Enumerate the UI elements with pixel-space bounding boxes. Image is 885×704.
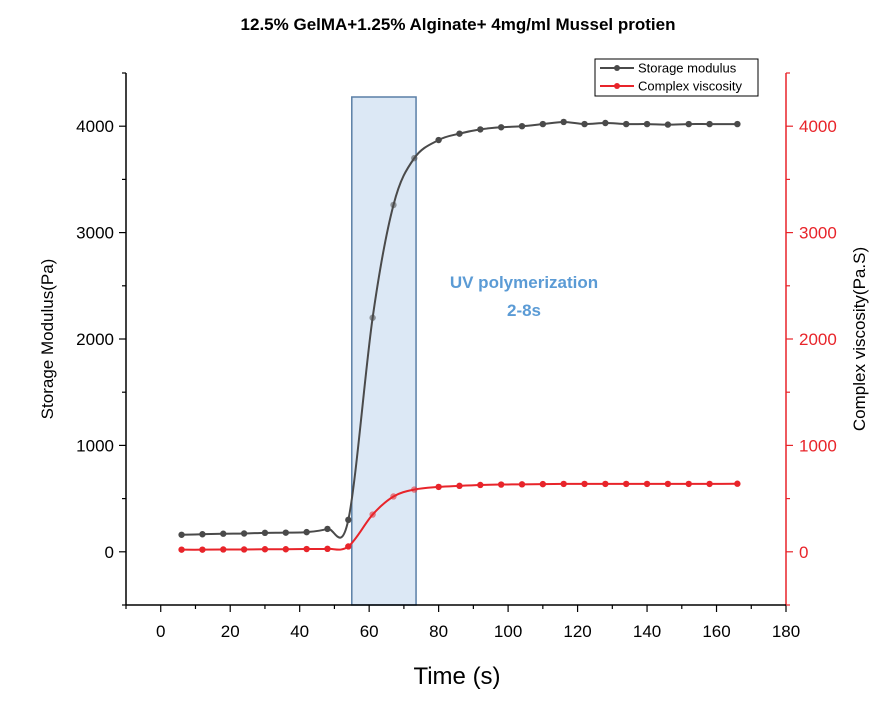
data-point-storage-modulus <box>220 530 227 537</box>
data-point-storage-modulus <box>685 120 692 128</box>
data-point-storage-modulus <box>240 530 248 537</box>
data-point-storage-modulus <box>664 121 672 128</box>
data-point-complex-viscosity <box>706 480 713 488</box>
x-tick-label: 100 <box>494 622 522 641</box>
data-point-storage-modulus <box>560 118 567 126</box>
y-tick-label: 3000 <box>76 224 114 243</box>
data-point-complex-viscosity <box>602 480 609 488</box>
legend-marker-complex-viscosity <box>614 83 620 89</box>
data-point-storage-modulus <box>539 120 547 128</box>
x-axis-title: Time (s) <box>413 663 500 690</box>
data-point-complex-viscosity <box>435 483 442 491</box>
y-tick-label: 1000 <box>76 436 114 455</box>
y-tick-label: 2000 <box>76 330 114 349</box>
data-point-storage-modulus <box>390 201 397 209</box>
data-point-complex-viscosity <box>477 481 484 489</box>
y-axis-title: Storage Modulus(Pa) <box>38 259 57 420</box>
data-point-complex-viscosity <box>240 546 248 553</box>
data-point-storage-modulus <box>261 529 269 537</box>
y-right-tick-label: 3000 <box>799 224 837 243</box>
y-right-tick-label: 4000 <box>799 117 837 136</box>
data-point-complex-viscosity <box>303 545 310 553</box>
data-point-complex-viscosity <box>539 480 547 488</box>
data-point-complex-viscosity <box>685 480 692 488</box>
y-right-axis-title: Complex viscosity(Pa.S) <box>850 247 869 431</box>
data-point-storage-modulus <box>734 120 741 128</box>
data-point-complex-viscosity <box>497 481 505 488</box>
series-line-storage-modulus <box>181 120 738 539</box>
data-point-storage-modulus <box>643 120 651 128</box>
plot-area: 0 20 40 60 80 100 120 140 160 180 0 1000 2000 3000 400… <box>76 58 837 641</box>
y-tick-label: 4000 <box>76 117 114 136</box>
highlight-region <box>351 96 417 606</box>
data-point-complex-viscosity <box>734 480 741 487</box>
data-point-complex-viscosity <box>220 546 227 553</box>
data-point-storage-modulus <box>303 528 310 536</box>
data-point-complex-viscosity <box>518 481 526 488</box>
data-point-storage-modulus <box>435 136 442 144</box>
legend: Storage modulus Complex viscosity <box>594 58 759 97</box>
x-tick-label: 20 <box>221 622 240 641</box>
data-point-storage-modulus <box>497 124 505 131</box>
data-point-complex-viscosity <box>623 480 630 488</box>
y-right-tick-label: 2000 <box>799 330 837 349</box>
data-point-storage-modulus <box>456 130 463 137</box>
chart-title: 12.5% GelMA+1.25% Alginate+ 4mg/ml Musse… <box>241 15 676 34</box>
x-tick-label: 160 <box>702 622 730 641</box>
data-point-storage-modulus <box>345 516 352 524</box>
y-right-tick-label: 0 <box>799 543 808 562</box>
data-point-storage-modulus <box>581 120 588 128</box>
data-point-complex-viscosity <box>199 546 206 553</box>
data-point-storage-modulus <box>324 525 331 533</box>
data-point-complex-viscosity <box>345 543 352 550</box>
data-point-storage-modulus <box>706 120 713 128</box>
data-point-storage-modulus <box>282 529 289 536</box>
data-point-storage-modulus <box>178 531 185 538</box>
data-point-complex-viscosity <box>324 545 331 553</box>
data-point-complex-viscosity <box>560 480 567 488</box>
data-point-storage-modulus <box>477 126 484 133</box>
data-point-complex-viscosity <box>261 546 269 553</box>
x-tick-label: 80 <box>429 622 448 641</box>
x-tick-label: 180 <box>772 622 800 641</box>
legend-box <box>594 58 759 97</box>
legend-marker-storage-modulus <box>614 65 620 71</box>
x-tick-label: 0 <box>156 622 165 641</box>
data-point-complex-viscosity <box>390 493 397 500</box>
data-point-storage-modulus <box>623 120 630 128</box>
data-point-complex-viscosity <box>178 546 185 553</box>
annotation-line-2: 2-8s <box>507 301 541 320</box>
y-tick-label: 0 <box>105 543 114 562</box>
data-point-storage-modulus <box>199 531 206 538</box>
data-point-complex-viscosity <box>643 480 651 488</box>
data-point-storage-modulus <box>369 314 376 321</box>
data-point-storage-modulus <box>602 119 609 127</box>
data-point-complex-viscosity <box>282 546 289 553</box>
x-tick-label: 60 <box>360 622 379 641</box>
annotation-line-1: UV polymerization <box>450 273 598 292</box>
data-point-complex-viscosity <box>369 511 376 518</box>
x-tick-label: 120 <box>563 622 591 641</box>
legend-label-storage-modulus: Storage modulus <box>638 61 737 76</box>
data-point-complex-viscosity <box>581 480 588 488</box>
x-tick-label: 40 <box>290 622 309 641</box>
legend-label-complex-viscosity: Complex viscosity <box>638 79 743 94</box>
x-tick-label: 140 <box>633 622 661 641</box>
data-point-complex-viscosity <box>411 486 418 493</box>
series-line-complex-viscosity <box>181 482 738 551</box>
data-point-storage-modulus <box>518 123 526 130</box>
data-point-complex-viscosity <box>456 482 463 490</box>
data-point-storage-modulus <box>411 154 418 162</box>
y-right-tick-label: 1000 <box>799 436 837 455</box>
data-point-complex-viscosity <box>664 480 672 488</box>
